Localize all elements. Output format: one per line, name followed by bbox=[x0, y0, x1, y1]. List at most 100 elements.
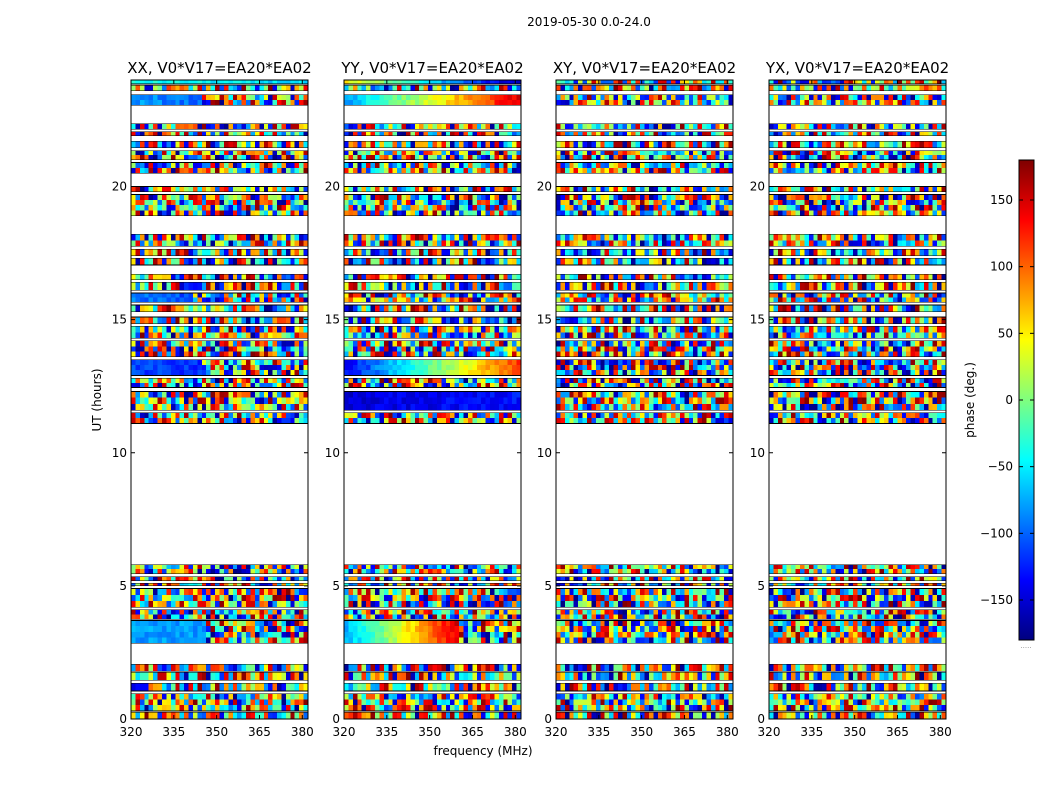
phase-cell bbox=[410, 712, 416, 720]
phase-cell bbox=[388, 637, 393, 644]
phase-cell bbox=[498, 210, 504, 217]
phase-cell bbox=[197, 382, 203, 388]
phase-cell bbox=[215, 683, 220, 692]
phase-cell bbox=[272, 699, 278, 706]
phase-cell bbox=[432, 359, 438, 366]
phase-cell bbox=[170, 293, 176, 298]
phase-cell bbox=[436, 249, 442, 257]
phase-cell bbox=[277, 418, 282, 424]
phase-cell bbox=[285, 412, 291, 419]
phase-cell bbox=[259, 683, 265, 692]
phase-cell bbox=[268, 576, 273, 581]
phase-cell bbox=[223, 699, 229, 706]
phase-cell bbox=[423, 340, 429, 347]
phase-cell bbox=[179, 282, 185, 291]
phase-cell bbox=[459, 282, 464, 291]
phase-cell bbox=[467, 583, 473, 587]
phase-cell bbox=[450, 693, 455, 700]
phase-cell bbox=[383, 297, 389, 303]
phase-cell bbox=[374, 576, 380, 581]
phase-cell bbox=[179, 569, 185, 575]
phase-cell bbox=[192, 316, 198, 324]
phase-cell bbox=[490, 637, 495, 644]
phase-cell bbox=[459, 397, 464, 405]
phase-cell bbox=[157, 131, 163, 137]
phase-cell bbox=[153, 240, 158, 247]
phase-cell bbox=[148, 699, 154, 706]
phase-cell bbox=[197, 594, 203, 602]
phase-cell bbox=[410, 626, 416, 633]
phase-cell bbox=[246, 583, 251, 587]
phase-cell bbox=[135, 150, 141, 156]
phase-cell bbox=[131, 600, 136, 608]
phase-cell bbox=[153, 186, 158, 193]
phase-cell bbox=[507, 564, 513, 570]
phase-cell bbox=[423, 326, 429, 333]
phase-cell bbox=[223, 167, 229, 174]
phase-cell bbox=[210, 205, 216, 211]
phase-cell bbox=[485, 94, 491, 101]
phase-cell bbox=[459, 600, 464, 608]
phase-cell bbox=[410, 249, 416, 257]
phase-cell bbox=[454, 412, 460, 419]
phase-cell bbox=[263, 194, 269, 201]
phase-cell bbox=[397, 631, 402, 638]
phase-cell bbox=[223, 637, 229, 644]
phase-cell bbox=[450, 304, 455, 312]
phase-cell bbox=[450, 155, 455, 161]
phase-cell bbox=[463, 382, 469, 388]
phase-cell bbox=[388, 359, 393, 366]
phase-cell bbox=[490, 382, 495, 388]
phase-cell bbox=[383, 626, 389, 633]
phase-cell bbox=[139, 332, 145, 339]
phase-cell bbox=[153, 274, 158, 280]
phase-cell bbox=[374, 234, 380, 241]
phase-cell bbox=[445, 258, 451, 266]
phase-cell bbox=[135, 351, 141, 358]
phase-cell bbox=[419, 205, 424, 211]
phase-cell bbox=[285, 594, 291, 602]
phase-cell bbox=[215, 397, 220, 405]
phase-cell bbox=[254, 403, 260, 411]
phase-cell bbox=[144, 351, 149, 358]
phase-cell bbox=[192, 382, 198, 388]
phase-cell bbox=[157, 326, 163, 333]
phase-cell bbox=[144, 637, 149, 644]
phase-cell bbox=[188, 418, 194, 424]
phase-cell bbox=[507, 131, 513, 137]
phase-cell bbox=[344, 210, 349, 217]
phase-cell bbox=[148, 351, 154, 358]
phase-cell bbox=[503, 569, 509, 575]
phase-cell bbox=[445, 155, 451, 161]
phase-cell bbox=[436, 141, 442, 149]
phase-cell bbox=[303, 131, 309, 137]
phase-cell bbox=[450, 631, 455, 638]
phase-cell bbox=[445, 620, 451, 627]
phase-cell bbox=[388, 186, 393, 193]
phase-cell bbox=[450, 258, 455, 266]
phase-cell bbox=[459, 249, 464, 257]
phase-cell bbox=[153, 85, 158, 91]
phase-cell bbox=[188, 664, 194, 672]
phase-cell bbox=[450, 340, 455, 347]
phase-cell bbox=[148, 403, 154, 411]
phase-cell bbox=[219, 316, 225, 324]
phase-cell bbox=[223, 397, 229, 405]
phase-cell bbox=[467, 588, 473, 596]
phase-cell bbox=[467, 297, 473, 303]
phase-cell bbox=[166, 403, 172, 411]
phase-cell bbox=[432, 699, 438, 706]
phase-cell bbox=[490, 600, 495, 608]
phase-cell bbox=[348, 699, 354, 706]
phase-cell bbox=[388, 412, 393, 419]
phase-cell bbox=[144, 683, 149, 692]
phase-cell bbox=[392, 297, 398, 303]
phase-cell bbox=[370, 631, 376, 638]
phase-cell bbox=[201, 194, 207, 201]
phase-cell bbox=[494, 150, 500, 156]
phase-cell bbox=[161, 609, 167, 615]
phase-cell bbox=[450, 249, 455, 257]
phase-cell bbox=[344, 382, 349, 388]
phase-cell bbox=[192, 683, 198, 692]
